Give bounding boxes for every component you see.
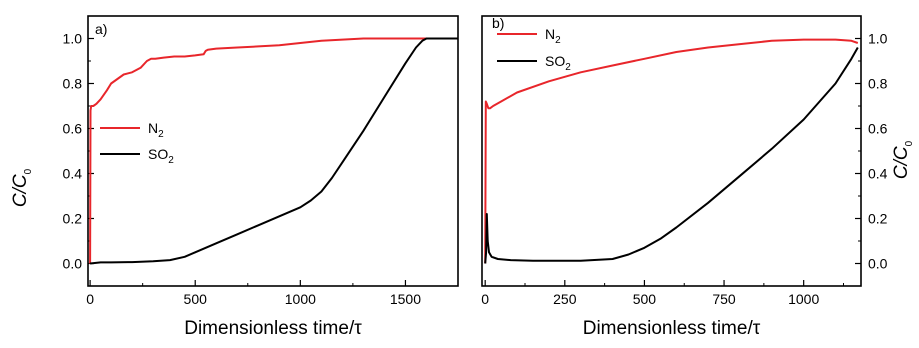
series-line-so2	[89, 37, 458, 265]
panel-a: 0 500 1000 1500 Dimensionless time/τ 0.0 0.2 0.…	[63, 15, 459, 339]
legend-label: N2	[148, 120, 164, 140]
legend-label: N2	[545, 26, 561, 46]
plot-frame	[481, 15, 862, 287]
y-tick-label: 0.8	[63, 76, 83, 92]
y-tick-label: 0.8	[868, 76, 888, 92]
y-axis-title-left: C/C0	[10, 168, 34, 207]
y-tick-label: 0.0	[868, 256, 888, 272]
series-line-so2	[484, 47, 859, 264]
series-line-n2	[89, 37, 458, 264]
x-axis-title: Dimensionless time/τ	[184, 318, 362, 339]
y-tick-label: 0.0	[63, 256, 83, 272]
x-tick-label: 250	[553, 291, 577, 307]
y-tick-label: 1.0	[868, 31, 888, 47]
y-axis-title-right: C/C0	[891, 140, 915, 179]
legend-label: SO2	[545, 53, 571, 73]
x-axis-title: Dimensionless time/τ	[583, 318, 761, 339]
series-line-n2	[484, 38, 859, 264]
x-tick-label: 0	[86, 291, 94, 307]
x-tick-label: 500	[184, 291, 208, 307]
x-tick-label: 0	[481, 291, 489, 307]
panel-b: 0 250 500 750 1000 Dimensionless time/τ 0.0 0.2…	[481, 15, 888, 339]
x-tick-label: 500	[633, 291, 657, 307]
y-tick-label: 0.2	[868, 211, 888, 227]
panel-label: b)	[492, 15, 504, 31]
x-tick-label: 750	[712, 291, 736, 307]
panel-label: a)	[95, 21, 107, 37]
y-tick-label: 1.0	[63, 31, 83, 47]
y-tick-label: 0.4	[868, 166, 888, 182]
x-tick-label: 1000	[788, 291, 819, 307]
x-tick-label: 1000	[285, 291, 316, 307]
y-tick-label: 0.4	[63, 166, 83, 182]
y-tick-label: 0.2	[63, 211, 83, 227]
y-tick-label: 0.6	[868, 121, 888, 137]
y-tick-label: 0.6	[63, 121, 83, 137]
x-tick-label: 1500	[390, 291, 421, 307]
legend-label: SO2	[148, 146, 174, 166]
plot-frame	[87, 15, 459, 287]
